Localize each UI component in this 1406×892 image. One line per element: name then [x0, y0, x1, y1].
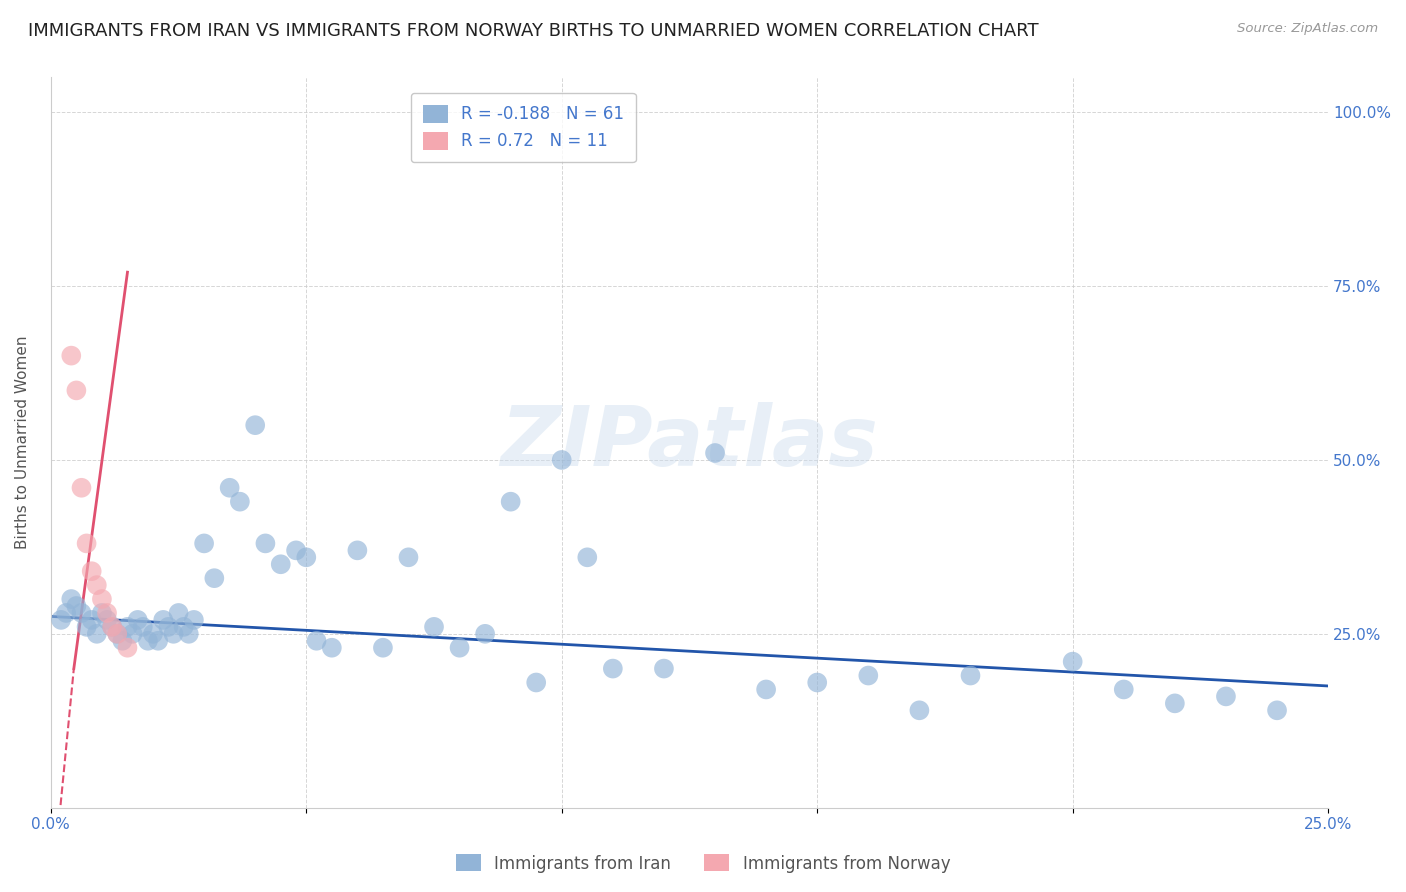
Point	[305, 633, 328, 648]
Legend: Immigrants from Iran, Immigrants from Norway: Immigrants from Iran, Immigrants from No…	[449, 847, 957, 880]
Point	[806, 675, 828, 690]
Point	[295, 550, 318, 565]
Point	[86, 578, 108, 592]
Point	[499, 494, 522, 508]
Point	[449, 640, 471, 655]
Point	[101, 620, 124, 634]
Point	[76, 620, 98, 634]
Point	[162, 627, 184, 641]
Point	[157, 620, 180, 634]
Point	[229, 494, 252, 508]
Point	[49, 613, 72, 627]
Point	[218, 481, 240, 495]
Point	[70, 606, 93, 620]
Point	[177, 627, 200, 641]
Point	[90, 606, 112, 620]
Point	[70, 481, 93, 495]
Point	[121, 627, 143, 641]
Text: ZIPatlas: ZIPatlas	[501, 402, 879, 483]
Point	[576, 550, 599, 565]
Point	[146, 633, 169, 648]
Point	[321, 640, 343, 655]
Point	[117, 640, 139, 655]
Point	[183, 613, 205, 627]
Point	[602, 662, 624, 676]
Point	[959, 668, 981, 682]
Point	[105, 627, 128, 641]
Point	[245, 418, 267, 433]
Point	[285, 543, 308, 558]
Point	[270, 558, 292, 572]
Point	[346, 543, 368, 558]
Point	[152, 613, 174, 627]
Point	[202, 571, 225, 585]
Point	[908, 703, 931, 717]
Point	[90, 592, 112, 607]
Point	[1112, 682, 1135, 697]
Point	[96, 606, 118, 620]
Point	[193, 536, 215, 550]
Point	[474, 627, 496, 641]
Point	[136, 633, 159, 648]
Point	[652, 662, 675, 676]
Point	[55, 606, 77, 620]
Point	[65, 384, 87, 398]
Point	[167, 606, 190, 620]
Point	[254, 536, 277, 550]
Point	[86, 627, 108, 641]
Point	[127, 613, 149, 627]
Point	[80, 613, 103, 627]
Point	[101, 620, 124, 634]
Legend: R = -0.188   N = 61, R = 0.72   N = 11: R = -0.188 N = 61, R = 0.72 N = 11	[411, 93, 636, 162]
Point	[398, 550, 420, 565]
Point	[371, 640, 394, 655]
Point	[1164, 697, 1187, 711]
Point	[704, 446, 727, 460]
Point	[132, 620, 155, 634]
Point	[551, 453, 574, 467]
Point	[1062, 655, 1084, 669]
Point	[117, 620, 139, 634]
Point	[173, 620, 195, 634]
Text: Source: ZipAtlas.com: Source: ZipAtlas.com	[1237, 22, 1378, 36]
Point	[105, 627, 128, 641]
Point	[111, 633, 134, 648]
Point	[1265, 703, 1288, 717]
Point	[858, 668, 880, 682]
Point	[423, 620, 446, 634]
Point	[65, 599, 87, 613]
Point	[142, 627, 165, 641]
Y-axis label: Births to Unmarried Women: Births to Unmarried Women	[15, 335, 30, 549]
Point	[755, 682, 778, 697]
Text: IMMIGRANTS FROM IRAN VS IMMIGRANTS FROM NORWAY BIRTHS TO UNMARRIED WOMEN CORRELA: IMMIGRANTS FROM IRAN VS IMMIGRANTS FROM …	[28, 22, 1039, 40]
Point	[60, 349, 83, 363]
Point	[80, 564, 103, 578]
Point	[524, 675, 547, 690]
Point	[76, 536, 98, 550]
Point	[60, 592, 83, 607]
Point	[96, 613, 118, 627]
Point	[1215, 690, 1237, 704]
